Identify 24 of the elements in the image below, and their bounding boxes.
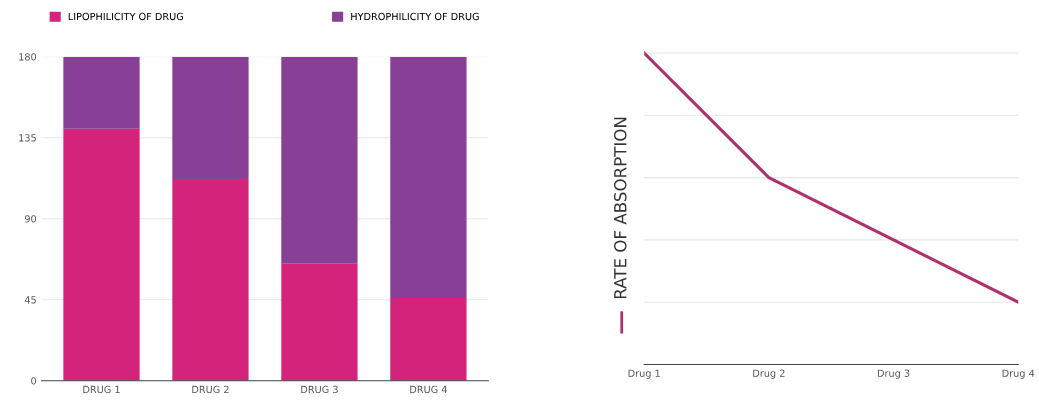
legend-label: HYDROPHILICITY OF DRUG xyxy=(351,12,479,21)
legend-label: LIPOPHILICITY OF DRUG xyxy=(68,12,183,21)
bar xyxy=(390,56,467,298)
x-tick-label: Drug 4 xyxy=(1002,369,1035,379)
y-tick-label: 45 xyxy=(24,296,36,304)
x-tick-label: DRUG 1 xyxy=(83,385,120,394)
x-tick-label: Drug 1 xyxy=(628,369,660,379)
y-tick-label: 90 xyxy=(24,215,37,223)
bar xyxy=(390,297,467,381)
x-tick-label: DRUG 2 xyxy=(192,385,229,394)
y-tick-label: 135 xyxy=(19,134,36,142)
bar xyxy=(63,56,140,129)
bar xyxy=(63,128,140,381)
text: RATE OF ABSORPTION xyxy=(613,117,627,299)
x-tick-label: Drug 2 xyxy=(753,369,785,379)
y-tick-label: 0 xyxy=(31,377,37,385)
bar xyxy=(281,56,358,264)
x-tick-label: DRUG 3 xyxy=(301,385,338,394)
x-tick-label: Drug 3 xyxy=(877,369,910,379)
x-tick-label: DRUG 4 xyxy=(410,385,447,394)
bar xyxy=(172,56,249,180)
bar xyxy=(172,179,249,381)
bar xyxy=(281,263,358,381)
y-tick-label: 180 xyxy=(19,53,37,61)
